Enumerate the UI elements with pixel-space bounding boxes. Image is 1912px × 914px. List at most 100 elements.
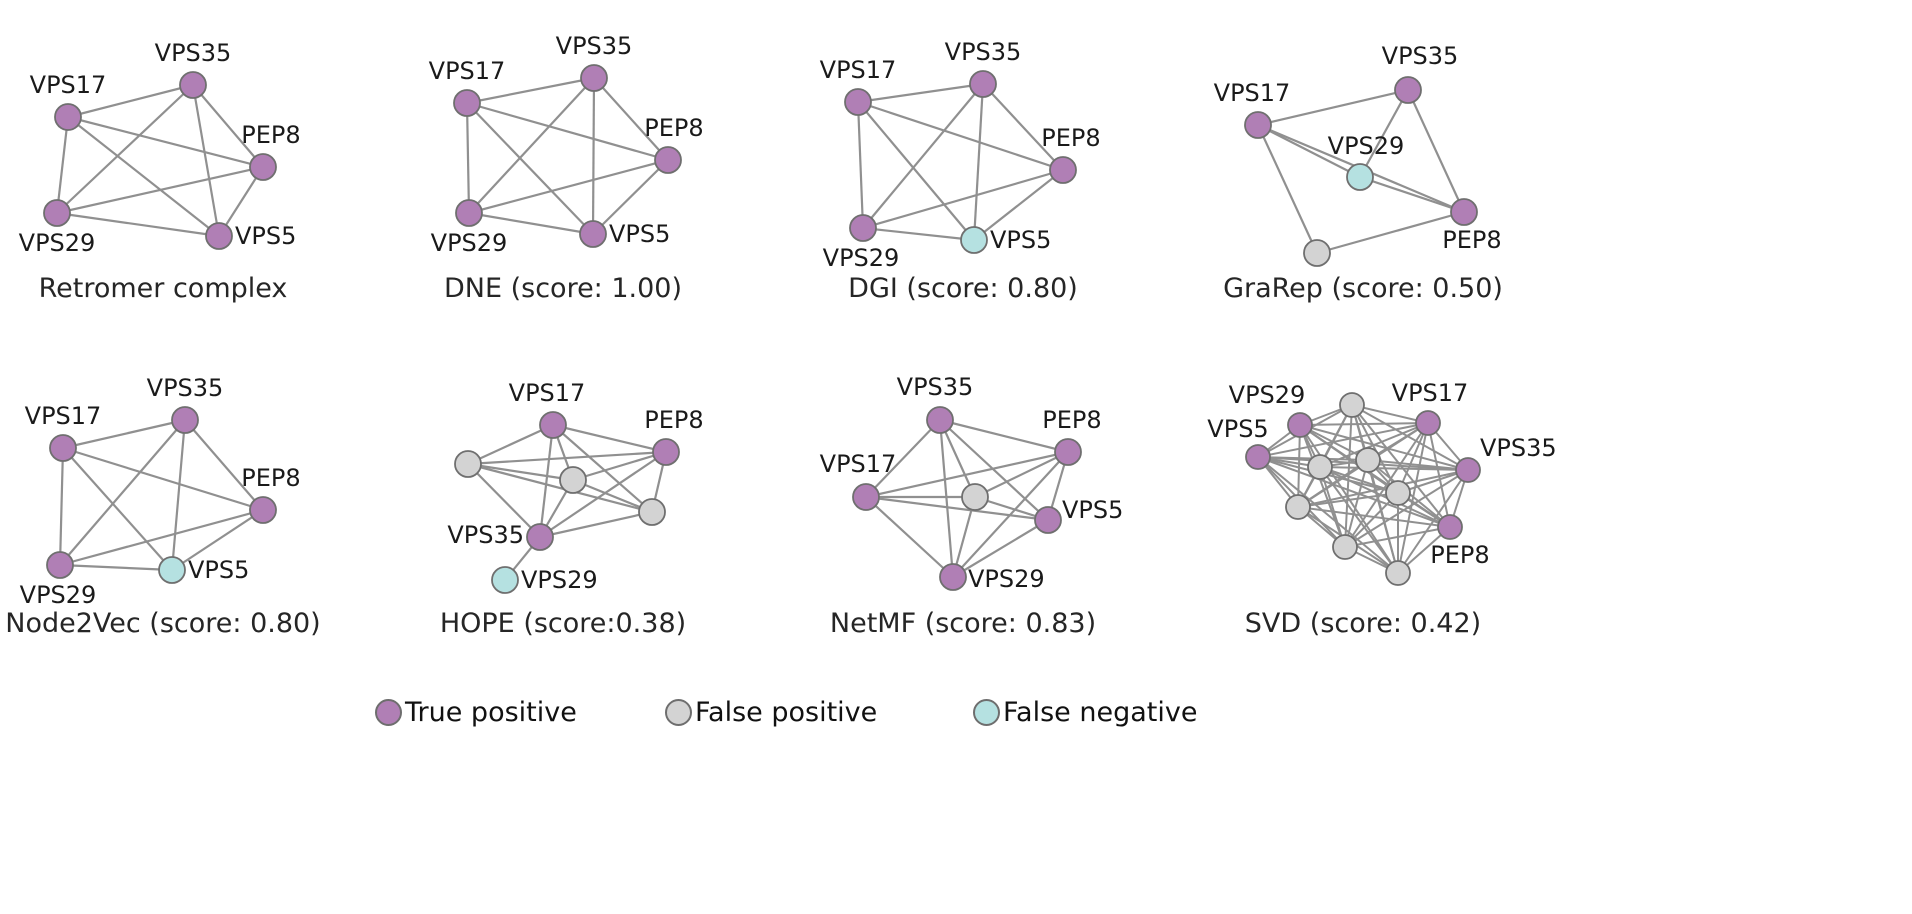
graph-edge	[1299, 424, 1346, 548]
graph-edge	[1319, 466, 1469, 471]
graph-edge	[59, 419, 186, 566]
panel-title: GraRep (score: 0.50)	[1223, 273, 1503, 304]
panel-netmf: VPS35 PEP8 VPS17 VPS5 VPS29 NetMF (score: 0.…	[800, 355, 1200, 655]
graph-edge	[862, 226, 975, 242]
legend-label-false-positive: False positive	[695, 697, 878, 728]
node-label: VPS17	[820, 56, 897, 84]
graph-edge	[538, 424, 555, 538]
graph-node-vps17	[844, 88, 872, 116]
graph-node-vps29	[43, 199, 71, 227]
graph-edge	[572, 450, 667, 482]
node-label: PEP8	[241, 464, 300, 492]
graph-edge	[982, 83, 1064, 171]
graph-edge	[1257, 124, 1318, 254]
panel-dne: VPS35 VPS17 PEP8 VPS29 VPS5 DNE (score: 1.00…	[400, 20, 800, 320]
true-positive-swatch-icon	[375, 699, 402, 726]
graph-edge	[1316, 210, 1465, 255]
graph-edge	[466, 101, 669, 162]
graph-edge	[939, 419, 1049, 521]
graph-node-vps5	[1245, 444, 1271, 470]
node-label: VPS17	[1214, 79, 1291, 107]
node-label: VPS17	[509, 379, 586, 407]
node-label: VPS29	[431, 229, 508, 257]
graph-node-vps17	[852, 483, 880, 511]
graph-node-vps35	[171, 406, 199, 434]
graph-node-vps35	[179, 71, 207, 99]
graph-edge	[972, 83, 985, 241]
graph-node-vps29	[1346, 163, 1374, 191]
graph-node	[1332, 534, 1358, 560]
node-label: VPS29	[1328, 132, 1405, 160]
graph-canvas: VPS17 PEP8 VPS35 VPS29	[447, 379, 703, 594]
node-label: VPS35	[155, 39, 232, 67]
graph-edge	[55, 116, 70, 214]
graph-node	[961, 483, 989, 511]
graph-node	[1307, 454, 1333, 480]
graph-node-vps5	[960, 226, 988, 254]
panel-svd: VPS29 VPS17 VPS35 PEP8 VPS5 SVD (score: 0.42…	[1200, 355, 1600, 655]
node-label: VPS5	[609, 220, 670, 248]
node-label: VPS29	[968, 565, 1045, 593]
graph-node	[1385, 480, 1411, 506]
graph-canvas: VPS35 PEP8 VPS17 VPS5 VPS29	[820, 373, 1124, 593]
graph-node-vps17	[539, 411, 567, 439]
graph-node-vps17	[1415, 410, 1441, 436]
graph-edge	[184, 419, 264, 511]
graph-edge	[1427, 422, 1451, 528]
graph-node-pep8	[1450, 198, 1478, 226]
graph-edge	[1257, 124, 1361, 178]
graph-node-pep8	[654, 146, 682, 174]
graph-node-vps5	[1034, 506, 1062, 534]
graph-edge	[939, 418, 1069, 454]
node-label: VPS17	[429, 57, 506, 85]
graph-edge	[467, 424, 554, 465]
graph-edge	[865, 450, 1069, 499]
graph-edge	[171, 509, 264, 571]
graph-edge	[552, 423, 667, 454]
node-label: PEP8	[1041, 124, 1100, 152]
node-label: VPS29	[1229, 381, 1306, 409]
panel-title: HOPE (score:0.38)	[439, 608, 687, 639]
graph-edge	[58, 447, 65, 566]
node-label: PEP8	[1442, 226, 1501, 254]
graph-edge	[938, 419, 977, 498]
graph-canvas: VPS35 VPS17 PEP8 VPS29 VPS5	[20, 374, 301, 609]
graph-node	[1385, 560, 1411, 586]
graph-edge	[865, 496, 954, 578]
panel-title: Node2Vec (score: 0.80)	[5, 608, 321, 639]
graph-canvas: VPS35 VPS17 PEP8 VPS29 VPS5	[429, 32, 704, 257]
node-label: VPS5	[235, 222, 296, 250]
graph-node-pep8	[1437, 514, 1463, 540]
graph-edge	[192, 84, 264, 168]
graph-edge	[591, 77, 596, 235]
false-positive-swatch-icon	[665, 699, 692, 726]
panel-dgi: VPS35 VPS17 PEP8 VPS29 VPS5 DGI (score: 0.80…	[800, 20, 1200, 320]
graph-node-vps29	[939, 563, 967, 591]
node-label: VPS5	[1062, 496, 1123, 524]
graph-edge	[974, 451, 1069, 498]
graph-node-vps35	[1394, 76, 1422, 104]
graph-node	[1303, 239, 1331, 267]
node-label: VPS5	[188, 556, 249, 584]
graph-node-vps5	[205, 222, 233, 250]
node-label: VPS5	[990, 226, 1051, 254]
graph-edge	[467, 462, 574, 482]
graph-edge	[59, 563, 173, 572]
graph-edge	[62, 446, 264, 512]
panel-grarep: VPS17 VPS35 VPS29 PEP8 GraRep (score: 0.50)	[1200, 20, 1600, 320]
graph-canvas: VPS17 VPS35 VPS29 PEP8	[1214, 42, 1502, 267]
graph-edge	[539, 451, 667, 538]
graph-edge	[1351, 404, 1429, 424]
graph-canvas: VPS35 VPS17 PEP8 VPS29 VPS5	[19, 39, 301, 257]
graph-edge	[1257, 456, 1451, 528]
graph-edge	[973, 169, 1064, 241]
node-label: VPS17	[1392, 379, 1469, 407]
graph-edge	[1257, 422, 1429, 458]
graph-edge	[467, 462, 653, 514]
graph-edge	[1297, 424, 1301, 508]
graph-edge	[593, 77, 669, 161]
node-label: VPS35	[147, 374, 224, 402]
graph-node	[454, 450, 482, 478]
node-label: PEP8	[241, 121, 300, 149]
legend-item-true-positive: True positive	[375, 697, 577, 728]
